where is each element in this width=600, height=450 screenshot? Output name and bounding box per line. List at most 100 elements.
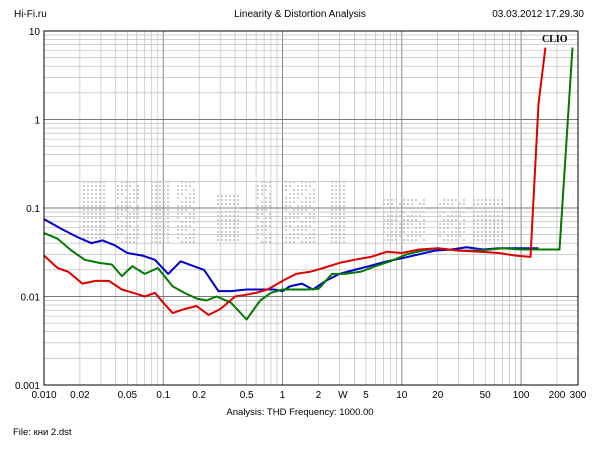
watermark-dot — [296, 208, 300, 212]
watermark-dot — [480, 238, 484, 242]
watermark-dot — [220, 194, 224, 198]
watermark-dot — [458, 226, 462, 230]
watermark-dot — [86, 204, 90, 208]
watermark-dot — [166, 236, 170, 240]
watermark-dot — [150, 228, 154, 232]
watermark-dot — [454, 230, 458, 234]
watermark-dot — [386, 198, 390, 202]
watermark-dot — [162, 180, 166, 184]
watermark-dot — [224, 238, 228, 242]
watermark-dot — [296, 228, 300, 232]
watermark-dot — [488, 202, 492, 206]
watermark-dot — [150, 196, 154, 200]
watermark-dot — [442, 202, 446, 206]
watermark-dot — [236, 198, 240, 202]
watermark-dot — [300, 232, 304, 236]
watermark-dot — [86, 232, 90, 236]
watermark-dot — [180, 220, 184, 224]
watermark-dot — [256, 228, 260, 232]
watermark-dot — [450, 202, 454, 206]
watermark-dot — [98, 184, 102, 188]
watermark-dot — [94, 188, 98, 192]
watermark-dot — [128, 184, 132, 188]
watermark-dot — [120, 192, 124, 196]
watermark-dot — [216, 230, 220, 234]
watermark-dot — [334, 192, 338, 196]
watermark-dot — [304, 228, 308, 232]
watermark-dot — [176, 224, 180, 228]
watermark-dot — [292, 208, 296, 212]
watermark-dot — [292, 200, 296, 204]
watermark-dot — [394, 214, 398, 218]
watermark-dot — [264, 236, 268, 240]
watermark-dot — [342, 196, 346, 200]
watermark-dot — [264, 188, 268, 192]
y-tick-label: 10 — [29, 27, 41, 38]
watermark-dot — [162, 200, 166, 204]
watermark-dot — [90, 188, 94, 192]
page-title: Linearity & Distortion Analysis — [234, 9, 366, 20]
watermark-dot — [216, 238, 220, 242]
watermark-dot — [116, 212, 120, 216]
watermark-dot — [414, 234, 418, 238]
watermark-dot — [308, 220, 312, 224]
watermark-dot — [188, 236, 192, 240]
watermark-dot — [216, 226, 220, 230]
watermark-dot — [500, 218, 504, 222]
watermark-dot — [330, 228, 334, 232]
watermark-dot — [450, 218, 454, 222]
watermark-dot — [334, 220, 338, 224]
watermark-dot — [124, 180, 128, 184]
watermark-dot — [260, 204, 264, 208]
watermark-dot — [406, 218, 410, 222]
watermark-dot — [284, 208, 288, 212]
watermark-dot — [98, 224, 102, 228]
watermark-dot — [330, 192, 334, 196]
watermark-dot — [228, 234, 232, 238]
watermark-dot — [394, 226, 398, 230]
watermark-dot — [296, 184, 300, 188]
watermark-dot — [312, 192, 316, 196]
watermark-dot — [224, 202, 228, 206]
watermark-dot — [386, 214, 390, 218]
watermark-dot — [82, 216, 86, 220]
watermark-dot — [446, 234, 450, 238]
watermark-dot — [192, 232, 196, 236]
watermark-dot — [264, 196, 268, 200]
x-tick-label: 0.010 — [31, 390, 56, 401]
watermark-dot — [136, 204, 140, 208]
watermark-dot — [472, 218, 476, 222]
watermark-dot — [224, 210, 228, 214]
watermark-dot — [454, 198, 458, 202]
watermark-dot — [220, 238, 224, 242]
watermark-dot — [98, 212, 102, 216]
watermark-dot — [102, 184, 106, 188]
watermark-dot — [150, 220, 154, 224]
watermark-dot — [312, 216, 316, 220]
watermark-dot — [192, 228, 196, 232]
watermark-dot — [480, 222, 484, 226]
watermark-dot — [188, 240, 192, 244]
watermark-dot — [188, 212, 192, 216]
watermark-dot — [300, 184, 304, 188]
watermark-dot — [488, 238, 492, 242]
watermark-dot — [308, 196, 312, 200]
watermark-dot — [390, 202, 394, 206]
watermark-dot — [192, 216, 196, 220]
watermark-dot — [220, 226, 224, 230]
watermark-dot — [102, 188, 106, 192]
x-tick-label: 1 — [280, 390, 286, 401]
watermark-dot — [462, 202, 466, 206]
watermark-dot — [102, 204, 106, 208]
watermark-dot — [86, 200, 90, 204]
timestamp: 03.03.2012 17.29.30 — [492, 9, 584, 20]
watermark-dot — [120, 228, 124, 232]
watermark-dot — [90, 224, 94, 228]
watermark-dot — [422, 206, 426, 210]
watermark-dot — [288, 212, 292, 216]
watermark-dot — [264, 240, 268, 244]
watermark-dot — [406, 238, 410, 242]
watermark-dot — [492, 198, 496, 202]
watermark-dot — [150, 192, 154, 196]
watermark-dot — [284, 188, 288, 192]
